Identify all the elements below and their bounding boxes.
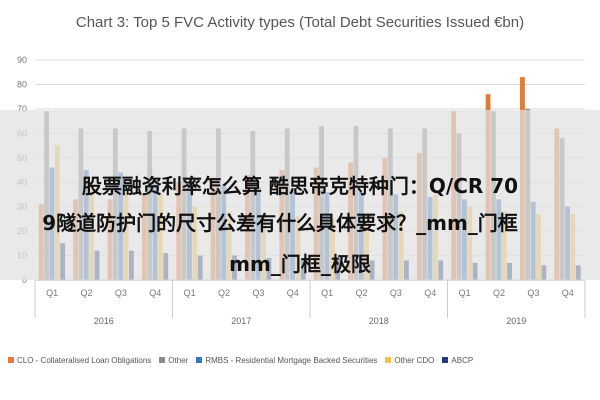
overlay-text-line-3: mm_门框_极限 (229, 252, 371, 276)
year-label: 2017 (231, 316, 251, 326)
y-tick-label: 90 (17, 55, 27, 65)
x-tick-label: Q3 (252, 288, 264, 298)
legend: CLO - Collateralised Loan Obligations Oth… (8, 352, 598, 368)
x-tick-label: Q3 (527, 288, 539, 298)
x-tick-label: Q4 (424, 288, 436, 298)
x-tick-label: Q4 (149, 288, 161, 298)
legend-item: Other (159, 356, 188, 365)
x-tick-label: Q4 (287, 288, 299, 298)
legend-item: CLO - Collateralised Loan Obligations (8, 356, 151, 365)
x-tick-label: Q1 (459, 288, 471, 298)
legend-label: CLO - Collateralised Loan Obligations (17, 355, 152, 365)
year-label: 2018 (369, 316, 389, 326)
x-tick-label: Q3 (390, 288, 402, 298)
x-axis: Q1 Q2 Q3 Q4 Q1 Q2 Q3 Q4 Q1 Q2 Q3 Q4 Q1 Q2 Q3 Q4 2016 2017… (34, 279, 586, 326)
x-tick-label: Q4 (562, 288, 574, 298)
x-tick-label: Q1 (321, 288, 333, 298)
y-tick-label: 80 (17, 79, 27, 89)
x-tick-label: Q2 (218, 288, 230, 298)
legend-swatch (196, 357, 203, 363)
x-tick-label: Q1 (46, 288, 58, 298)
x-tick-label: Q1 (184, 288, 196, 298)
x-tick-label: Q2 (493, 288, 505, 298)
legend-label: Other (168, 355, 189, 365)
chart-title: Chart 3: Top 5 FVC Activity types (Total… (76, 14, 524, 31)
overlay-text-line-2: 9隧道防护门的尺寸公差有什么具体要求？_mm_门框 (42, 211, 518, 235)
legend-label: Other CDO (394, 355, 435, 365)
legend-label: ABCP (451, 355, 474, 365)
year-label: 2019 (506, 316, 526, 326)
legend-swatch (385, 357, 392, 363)
legend-item: ABCP (442, 356, 473, 365)
legend-swatch (442, 357, 449, 363)
legend-item: Other CDO (385, 356, 434, 365)
legend-swatch (8, 357, 14, 363)
legend-swatch (159, 357, 166, 363)
y-tick-label: 0 (22, 275, 27, 285)
x-tick-label: Q2 (81, 288, 93, 298)
y-tick-label: 70 (17, 104, 27, 114)
legend-item: RMBS - Residential Mortgage Backed Secur… (196, 356, 377, 365)
overlay-text-line-1: 股票融资利率怎么算 酷思帝克特种门：Q/CR 70 (81, 174, 519, 198)
year-label: 2016 (94, 316, 114, 326)
x-tick-label: Q2 (356, 288, 368, 298)
legend-label: RMBS - Residential Mortgage Backed Secur… (205, 355, 378, 365)
x-tick-label: Q3 (115, 288, 127, 298)
watermark-overlay: 股票融资利率怎么算 酷思帝克特种门：Q/CR 70 9隧道防护门的尺寸公差有什么… (0, 110, 600, 280)
